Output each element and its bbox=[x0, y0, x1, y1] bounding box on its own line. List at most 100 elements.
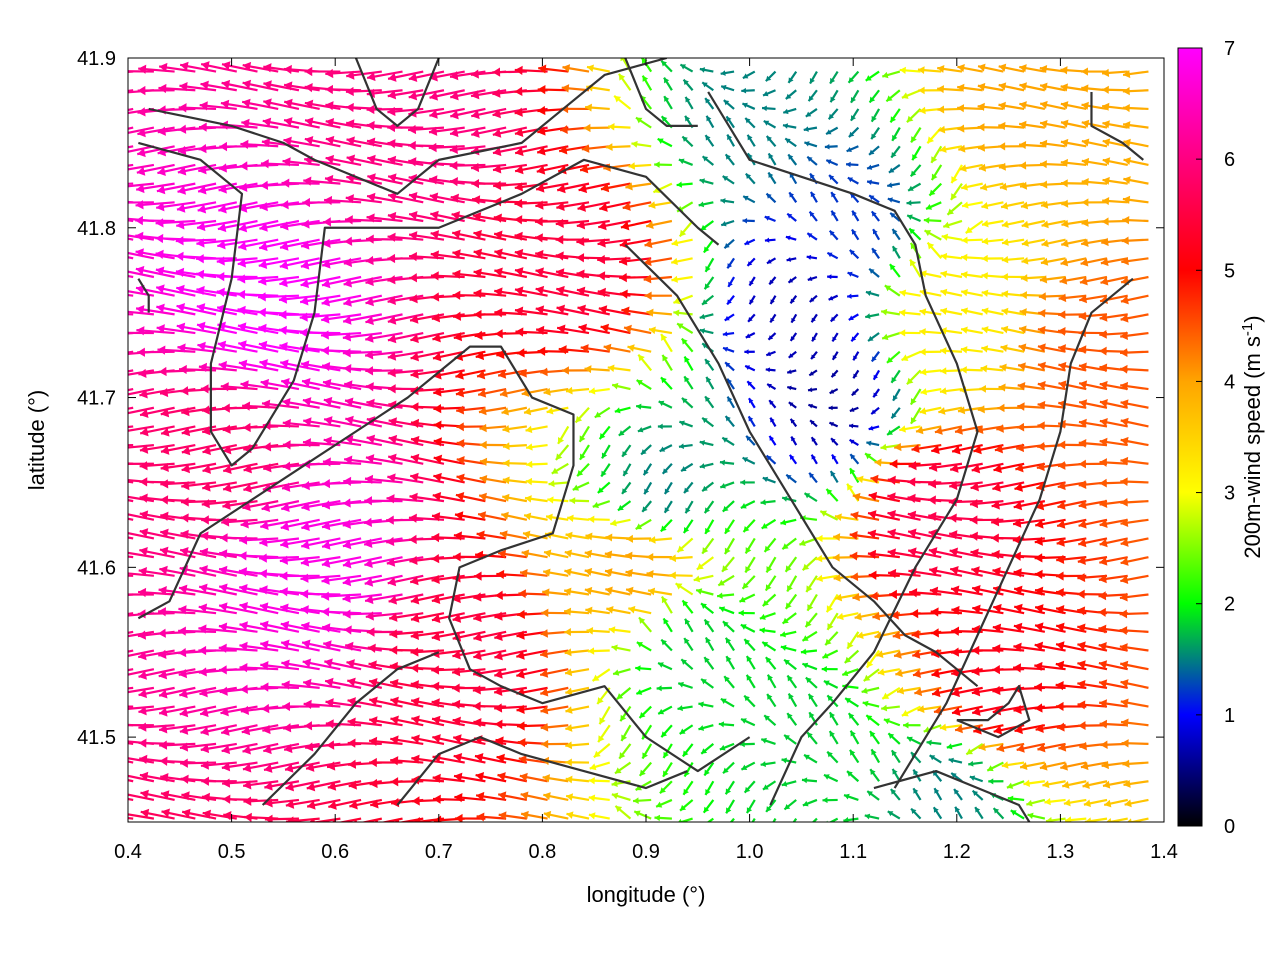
wind-arrow bbox=[849, 406, 859, 413]
wind-arrow bbox=[958, 144, 983, 153]
wind-arrow bbox=[342, 348, 382, 358]
outline-south-east-loop bbox=[873, 769, 1031, 822]
wind-arrow bbox=[264, 780, 300, 791]
wind-arrow bbox=[849, 249, 860, 260]
wind-arrow bbox=[576, 463, 590, 477]
wind-arrow bbox=[865, 313, 880, 319]
wind-arrow bbox=[138, 64, 175, 74]
wind-arrow bbox=[671, 238, 693, 247]
wind-arrow bbox=[787, 153, 798, 166]
wind-arrow bbox=[781, 537, 797, 550]
wind-arrow bbox=[876, 649, 901, 659]
wind-arrow bbox=[135, 215, 175, 226]
wind-arrow bbox=[598, 425, 611, 440]
wind-arrow bbox=[386, 556, 424, 567]
wind-arrow bbox=[806, 232, 818, 241]
wind-arrow bbox=[920, 387, 942, 396]
wind-arrow bbox=[346, 136, 383, 148]
wind-arrow bbox=[278, 294, 320, 304]
wind-arrow bbox=[541, 608, 569, 618]
wind-arrow bbox=[980, 182, 1004, 191]
wind-arrow bbox=[899, 329, 921, 337]
wind-arrow bbox=[138, 722, 175, 732]
wind-arrow bbox=[684, 96, 694, 110]
wind-arrow bbox=[816, 574, 838, 582]
wind-arrow bbox=[605, 143, 631, 152]
wind-arrow bbox=[139, 387, 175, 399]
wind-arrow bbox=[241, 98, 279, 111]
outline-south-line bbox=[261, 651, 440, 806]
wind-arrow bbox=[606, 605, 631, 615]
wind-arrow bbox=[1000, 201, 1025, 210]
wind-arrow bbox=[931, 444, 963, 455]
wind-arrow bbox=[259, 585, 300, 596]
wind-arrow bbox=[852, 351, 860, 361]
wind-arrow bbox=[387, 473, 424, 484]
wind-arrow bbox=[387, 192, 424, 204]
wind-arrow bbox=[849, 438, 859, 447]
wind-arrow bbox=[910, 807, 922, 820]
wind-arrow bbox=[681, 397, 694, 409]
wind-arrow bbox=[387, 350, 424, 361]
wind-arrow bbox=[1060, 761, 1087, 771]
wind-arrow bbox=[861, 686, 880, 694]
wind-arrow bbox=[157, 163, 196, 176]
wind-arrow bbox=[910, 127, 922, 144]
wind-arrow bbox=[745, 435, 756, 446]
wind-arrow bbox=[745, 172, 756, 185]
wind-arrow bbox=[200, 61, 238, 73]
colorbar-tick-label: 1 bbox=[1224, 705, 1235, 727]
wind-arrow bbox=[829, 70, 839, 85]
wind-arrow bbox=[304, 117, 341, 129]
wind-arrow bbox=[909, 164, 922, 178]
wind-arrow bbox=[788, 454, 798, 465]
wind-arrow bbox=[625, 586, 652, 596]
wind-arrow bbox=[263, 80, 300, 92]
wind-arrow bbox=[704, 780, 715, 796]
wind-arrow bbox=[259, 201, 300, 212]
wind-arrow bbox=[237, 257, 279, 268]
wind-arrow bbox=[807, 387, 818, 393]
wind-arrow bbox=[258, 238, 300, 252]
wind-arrow bbox=[261, 137, 300, 148]
wind-arrow bbox=[565, 686, 590, 696]
wind-arrow bbox=[635, 518, 652, 531]
wind-arrow bbox=[202, 444, 238, 456]
wind-arrow bbox=[619, 705, 632, 722]
wind-arrow bbox=[470, 89, 507, 100]
wind-arrow bbox=[865, 290, 880, 297]
wind-arrow bbox=[654, 161, 672, 168]
wind-arrow bbox=[429, 192, 465, 204]
wind-arrow bbox=[725, 655, 736, 670]
wind-arrow bbox=[635, 780, 652, 791]
wind-arrow bbox=[258, 257, 300, 269]
wind-arrow bbox=[883, 718, 901, 727]
wind-arrow bbox=[324, 174, 362, 185]
wind-arrow bbox=[138, 649, 175, 661]
wind-arrow bbox=[428, 142, 465, 153]
wind-arrow bbox=[890, 145, 901, 159]
wind-arrow bbox=[344, 380, 382, 391]
wind-arrow bbox=[200, 760, 237, 770]
wind-arrow bbox=[303, 176, 341, 186]
wind-arrow bbox=[645, 219, 673, 229]
wind-arrow bbox=[279, 275, 320, 288]
wind-arrow bbox=[541, 739, 569, 749]
wind-arrow bbox=[657, 661, 673, 671]
wind-arrow bbox=[1099, 518, 1128, 528]
wind-arrow bbox=[999, 363, 1025, 372]
wind-arrow bbox=[845, 161, 859, 168]
wind-arrow bbox=[262, 117, 300, 129]
wind-arrow bbox=[998, 142, 1025, 151]
wind-arrow bbox=[597, 724, 611, 743]
wind-arrow bbox=[618, 425, 632, 437]
wind-arrow bbox=[407, 124, 445, 135]
wind-arrow bbox=[543, 549, 569, 559]
wind-arrow bbox=[977, 82, 1004, 92]
wind-arrow bbox=[586, 64, 610, 73]
wind-arrow bbox=[300, 537, 341, 550]
wind-arrow bbox=[238, 219, 279, 233]
wind-arrow bbox=[128, 705, 154, 710]
wind-arrow bbox=[565, 531, 590, 540]
wind-arrow bbox=[323, 640, 362, 652]
